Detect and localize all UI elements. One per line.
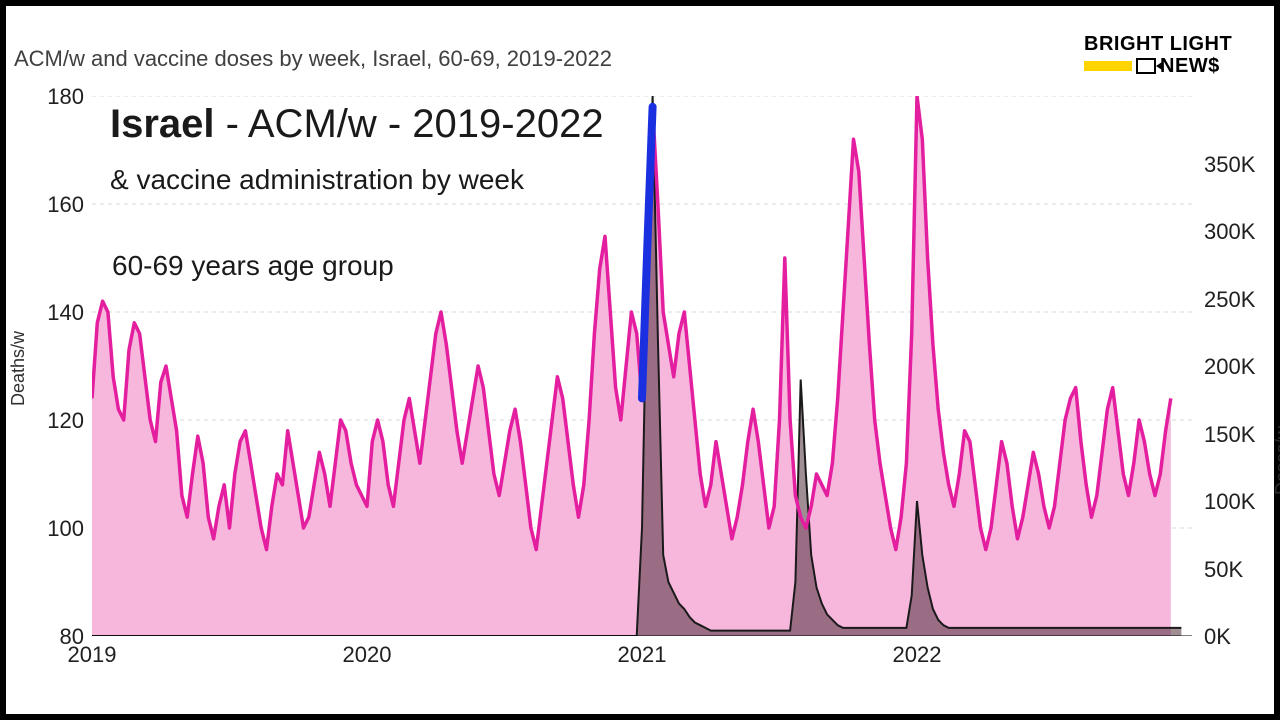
chart-frame: ACM/w and vaccine doses by week, Israel,… [0, 0, 1280, 720]
xtick: 2021 [602, 642, 682, 668]
ytick-right: 200K [1204, 354, 1264, 380]
ytick-right: 50K [1204, 557, 1264, 583]
y-axis-left-label: Deaths/w [8, 331, 29, 406]
ytick-right: 350K [1204, 152, 1264, 178]
chart-svg [92, 96, 1192, 636]
camera-icon [1136, 58, 1156, 74]
ytick-right: 250K [1204, 287, 1264, 313]
brand-logo-line2: NEW$ [1160, 56, 1220, 76]
xtick: 2022 [877, 642, 957, 668]
brand-logo-accent [1084, 61, 1132, 71]
ytick-right: 300K [1204, 219, 1264, 245]
chart-caption: ACM/w and vaccine doses by week, Israel,… [14, 46, 612, 72]
brand-logo: BRIGHT LIGHT NEW$ [1084, 34, 1234, 76]
xtick: 2019 [52, 642, 132, 668]
ytick-left: 160 [38, 192, 84, 218]
ytick-right: 0K [1204, 624, 1264, 650]
ytick-right: 100K [1204, 489, 1264, 515]
ytick-right: 150K [1204, 422, 1264, 448]
y-axis-right-label: Doses/w [1272, 426, 1280, 495]
ytick-left: 140 [38, 300, 84, 326]
xtick: 2020 [327, 642, 407, 668]
chart-plot-area [92, 96, 1192, 636]
brand-logo-line1: BRIGHT LIGHT [1084, 34, 1234, 54]
ytick-left: 120 [38, 408, 84, 434]
ytick-left: 180 [38, 84, 84, 110]
ytick-left: 100 [38, 516, 84, 542]
deaths-area [92, 96, 1171, 636]
